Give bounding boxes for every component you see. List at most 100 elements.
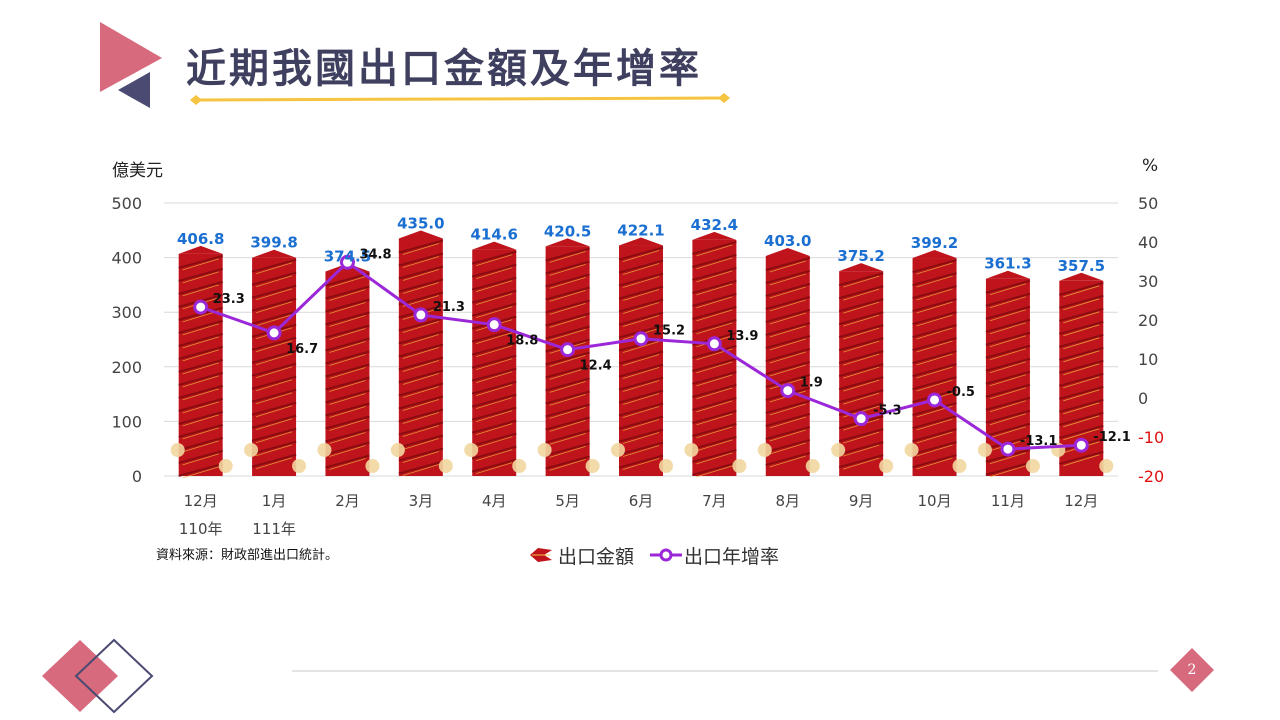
bar-stripe-gold bbox=[916, 327, 953, 340]
bar-stripe-gold bbox=[769, 260, 806, 273]
bar-stripe-gold bbox=[255, 379, 293, 392]
left-tick-label: 500 bbox=[111, 194, 142, 213]
bar-stripe-gold bbox=[182, 323, 219, 336]
growth-data-label: 23.3 bbox=[213, 292, 245, 307]
bar-stripe bbox=[398, 369, 444, 384]
bar-stripe bbox=[325, 311, 370, 326]
bar-stripe bbox=[325, 415, 370, 430]
header-triangle-pink bbox=[100, 22, 162, 92]
growth-point bbox=[1000, 441, 1016, 457]
source-note: 資料來源：財政部進出口統計。 bbox=[156, 548, 339, 563]
bar-stripe bbox=[618, 285, 664, 300]
bar-tip bbox=[839, 263, 884, 272]
bar-stripe bbox=[545, 286, 590, 301]
bar-stripe-gold bbox=[622, 458, 660, 470]
bar-stripe-gold bbox=[989, 348, 1027, 361]
bar-stripe-gold bbox=[329, 315, 366, 327]
bar-stripe bbox=[692, 461, 737, 476]
amount-data-label: 406.8 bbox=[177, 230, 224, 248]
bar-stripe-gold bbox=[622, 432, 660, 444]
category-label: 1月 bbox=[262, 492, 287, 510]
bar-stripe bbox=[398, 421, 444, 436]
bar-stripe-gold bbox=[402, 282, 439, 294]
bar-stripe-gold bbox=[769, 338, 806, 351]
spark-left bbox=[977, 443, 992, 457]
bar-stripe bbox=[618, 272, 664, 287]
bar-stripe bbox=[692, 292, 737, 307]
bar-stripe bbox=[1059, 424, 1104, 439]
bar-stripe bbox=[692, 305, 737, 320]
bar-stripe bbox=[1059, 281, 1104, 296]
bar-stripe-gold bbox=[329, 354, 366, 366]
right-tick-label: 50 bbox=[1138, 194, 1158, 213]
bar-stripe bbox=[471, 432, 517, 447]
bar-stripe bbox=[838, 337, 884, 352]
bar-stripe-gold bbox=[402, 321, 439, 333]
growth-data-label: 16.7 bbox=[286, 342, 318, 357]
bar-stripe-gold bbox=[549, 355, 586, 367]
firecracker-bar bbox=[757, 247, 820, 476]
bar-stripe-gold bbox=[843, 288, 880, 301]
bar-stripe bbox=[1059, 450, 1104, 465]
footer-diamond-outline bbox=[74, 638, 154, 714]
bar-stripe-gold bbox=[476, 345, 513, 358]
bar-stripe-gold bbox=[255, 444, 293, 457]
firecracker-bar bbox=[390, 230, 453, 476]
underline-diamond-left bbox=[190, 95, 202, 105]
bar-stripe bbox=[765, 438, 811, 453]
bar-tip bbox=[1059, 272, 1104, 281]
bar-stripe-gold bbox=[916, 379, 953, 392]
bar-stripe-gold bbox=[696, 387, 733, 400]
bar-stripe bbox=[618, 428, 664, 443]
spark-right bbox=[438, 459, 453, 473]
bar-stripe-gold bbox=[989, 413, 1027, 426]
bar-stripe-gold bbox=[989, 283, 1027, 296]
category-label: 11月 bbox=[991, 492, 1025, 510]
bar-stripe-gold bbox=[255, 262, 293, 275]
bar-stripe bbox=[765, 360, 811, 375]
spark-right bbox=[732, 459, 747, 473]
bar-stripe bbox=[545, 299, 590, 314]
bar-stripe bbox=[251, 297, 297, 312]
bar-stripe-gold bbox=[1063, 415, 1100, 428]
bar-stripe bbox=[325, 324, 370, 339]
bar-stripe-gold bbox=[549, 381, 586, 393]
bar-stripe-gold bbox=[769, 442, 806, 455]
bar-stripe bbox=[838, 428, 884, 443]
growth-point bbox=[633, 331, 649, 347]
bar-stripe bbox=[985, 396, 1031, 411]
spark-left bbox=[537, 443, 552, 457]
bar-stripe-gold bbox=[916, 314, 953, 327]
bar-stripe bbox=[545, 260, 590, 275]
bar-stripe bbox=[398, 265, 444, 280]
growth-data-label: 13.9 bbox=[726, 329, 758, 344]
right-tick-label: 0 bbox=[1138, 389, 1148, 408]
bar-stripe-gold bbox=[402, 360, 439, 372]
spark-right bbox=[292, 459, 307, 473]
bar-stripe-gold bbox=[843, 340, 880, 353]
bar-stripe-gold bbox=[696, 426, 733, 439]
bar-stripe bbox=[325, 337, 370, 352]
bar-stripe-gold bbox=[182, 453, 219, 466]
bar-stripe bbox=[471, 419, 517, 434]
bar-stripe bbox=[398, 343, 444, 358]
bar-stripe-gold bbox=[769, 429, 806, 442]
bar-stripe-gold bbox=[843, 457, 880, 470]
bar-stripe bbox=[618, 415, 664, 430]
growth-point bbox=[266, 325, 282, 341]
bar-stripe-gold bbox=[622, 263, 660, 275]
spark-right bbox=[805, 459, 820, 473]
bar-stripe-gold bbox=[255, 431, 293, 444]
bar-stripe bbox=[471, 328, 517, 343]
bar-stripe-gold bbox=[182, 401, 219, 414]
bar-stripe bbox=[471, 341, 517, 356]
bar-stripe bbox=[398, 447, 444, 462]
bar-stripe bbox=[545, 403, 590, 418]
bar-stripe bbox=[838, 376, 884, 391]
spark-left bbox=[611, 443, 625, 457]
bar-stripe bbox=[912, 337, 957, 352]
bar-stripe bbox=[985, 357, 1031, 372]
bar-stripe bbox=[765, 399, 811, 414]
bar-stripe-gold bbox=[255, 275, 293, 288]
bar-stripe bbox=[471, 367, 517, 382]
